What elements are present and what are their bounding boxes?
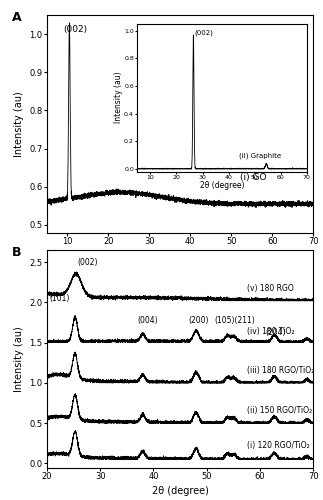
Text: (002): (002) <box>78 258 98 266</box>
Text: (002): (002) <box>63 25 87 34</box>
Text: (i) 120 RGO/TiO₂: (i) 120 RGO/TiO₂ <box>247 441 309 450</box>
Text: B: B <box>12 246 22 258</box>
Text: (iv) 180 TiO₂: (iv) 180 TiO₂ <box>247 327 294 336</box>
Text: (004): (004) <box>138 316 158 326</box>
Text: (iii) 180 RGO/TiO₂: (iii) 180 RGO/TiO₂ <box>247 366 314 375</box>
Text: (200): (200) <box>188 316 209 326</box>
Text: (101): (101) <box>49 294 70 302</box>
Y-axis label: Intensity (au): Intensity (au) <box>14 326 24 392</box>
Y-axis label: Intensity (au): Intensity (au) <box>14 91 24 156</box>
Text: A: A <box>12 10 22 24</box>
X-axis label: 2θ (degree): 2θ (degree) <box>151 486 209 496</box>
Text: (i) GO: (i) GO <box>240 173 266 182</box>
Text: (ii) 150 RGO/TiO₂: (ii) 150 RGO/TiO₂ <box>247 406 312 415</box>
X-axis label: 2θ (degree): 2θ (degree) <box>151 251 209 261</box>
Text: (204): (204) <box>266 328 286 336</box>
Text: (v) 180 RGO: (v) 180 RGO <box>247 284 293 292</box>
Text: (105)(211): (105)(211) <box>215 316 255 326</box>
